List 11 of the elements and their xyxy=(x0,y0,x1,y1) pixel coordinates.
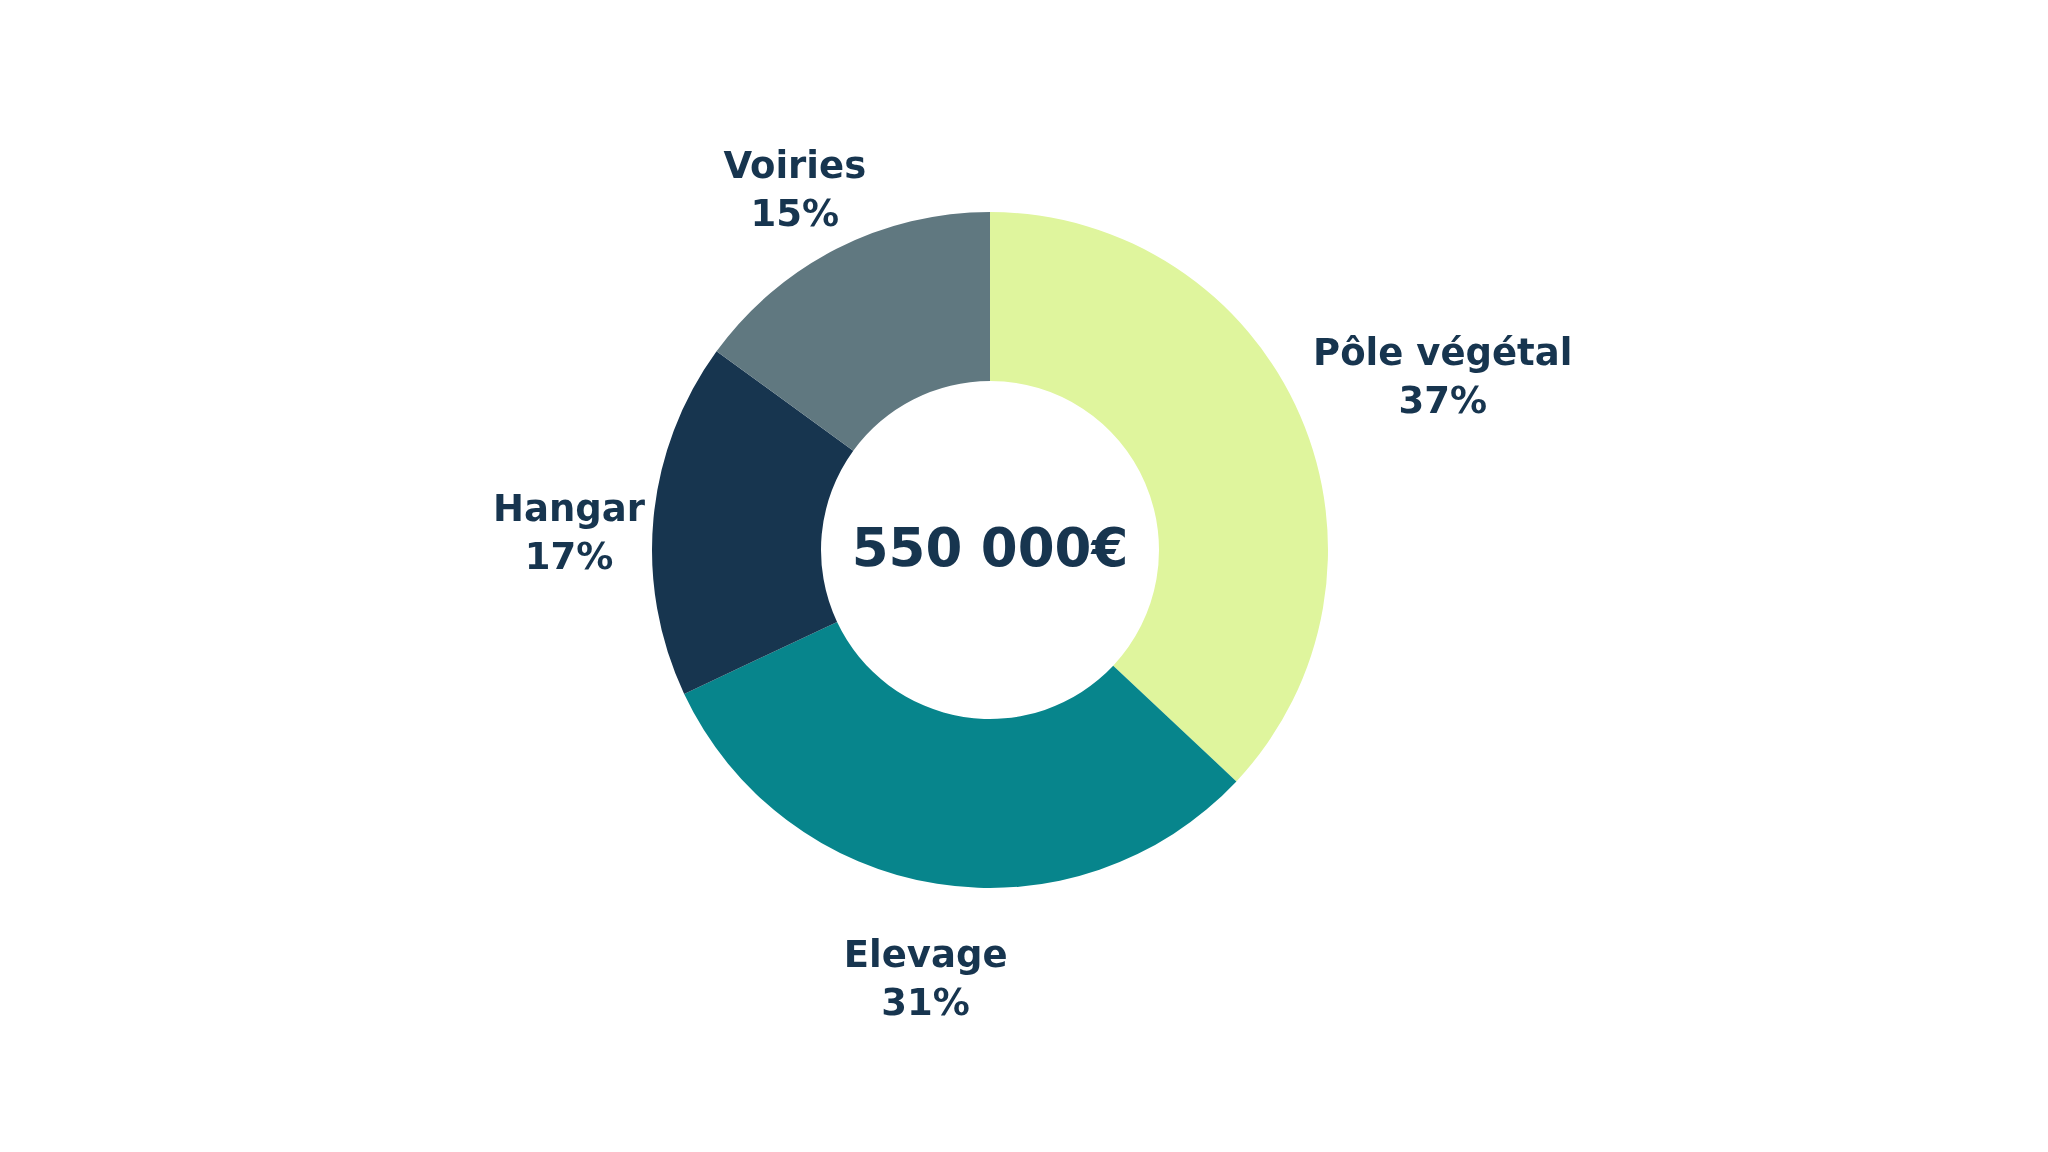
data-label: 37% xyxy=(1398,379,1488,423)
data-label: 15% xyxy=(750,191,840,235)
donut-slice xyxy=(684,621,1237,888)
data-label: 31% xyxy=(881,981,970,1025)
slice-label: Voiries xyxy=(723,143,867,187)
slice-label: Pôle végétal xyxy=(1313,331,1573,375)
slice-label: Elevage xyxy=(843,933,1008,977)
slice-label: Hangar xyxy=(493,487,646,531)
text: 550 000€ xyxy=(851,517,1129,578)
donut-slice xyxy=(652,351,854,694)
data-label: 17% xyxy=(524,535,614,579)
